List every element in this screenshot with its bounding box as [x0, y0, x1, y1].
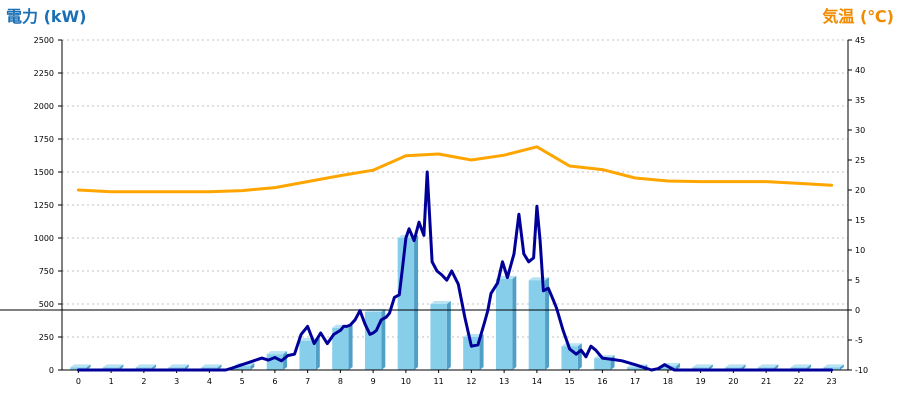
bar-side	[315, 337, 320, 370]
x-tick-label: 23	[827, 377, 837, 386]
x-tick-label: 14	[532, 377, 542, 386]
right-tick-label: 5	[855, 276, 860, 285]
right-tick-label: 15	[855, 216, 865, 225]
power-bar	[299, 337, 320, 370]
x-tick-label: 11	[434, 377, 444, 386]
right-tick-label: 45	[855, 36, 865, 45]
x-tick-label: 1	[109, 377, 114, 386]
bar-side	[250, 363, 255, 370]
bar-face	[495, 278, 513, 370]
left-tick-label: 1750	[34, 135, 54, 144]
x-tick-label: 17	[630, 377, 640, 386]
right-tick-label: 30	[855, 126, 865, 135]
bar-face	[594, 358, 611, 370]
right-tick-label: 35	[855, 96, 865, 105]
left-tick-label: 500	[39, 300, 54, 309]
grid-lines	[62, 39, 848, 338]
left-tick-label: 750	[39, 267, 54, 276]
x-tick-label: 15	[565, 377, 575, 386]
right-tick-label: -5	[855, 336, 863, 345]
x-tick-label: 10	[401, 377, 411, 386]
bar-face	[528, 280, 546, 370]
x-tick-label: 2	[141, 377, 146, 386]
bar-face	[430, 304, 447, 370]
bar-side	[545, 277, 550, 370]
left-axis-title: 電力 (kW)	[6, 7, 87, 26]
right-tick-label: -10	[855, 366, 868, 375]
bar-side	[414, 235, 419, 370]
x-tick-label: 6	[272, 377, 277, 386]
bar-side	[577, 343, 582, 370]
left-tick-label: 2000	[34, 102, 54, 111]
x-tick-label: 16	[597, 377, 607, 386]
x-tick-label: 12	[466, 377, 476, 386]
bar-face	[364, 311, 382, 370]
bar-top	[725, 364, 746, 368]
x-tick-label: 21	[761, 377, 771, 386]
bar-side	[479, 334, 484, 370]
left-tick-label: 250	[39, 333, 54, 342]
right-tick-label: 40	[855, 66, 865, 75]
x-tick-label: 3	[174, 377, 179, 386]
bar-side	[676, 363, 681, 370]
right-tick-label: 0	[855, 306, 860, 315]
power-bar	[561, 343, 582, 370]
bar-face	[299, 340, 316, 370]
bar-top	[70, 364, 91, 368]
bar-top	[102, 364, 124, 368]
bar-top	[692, 364, 713, 368]
bar-top	[135, 364, 157, 368]
x-tick-label: 22	[794, 377, 804, 386]
bar-top	[266, 351, 288, 355]
temperature-line	[76, 145, 834, 194]
x-tick-label: 8	[338, 377, 343, 386]
x-tick-label: 7	[305, 377, 310, 386]
right-tick-label: 25	[855, 156, 865, 165]
x-tick-label: 0	[76, 377, 81, 386]
right-axis-title: 気温 (℃)	[822, 7, 894, 26]
right-tick-label: 20	[855, 186, 865, 195]
series-lines	[76, 145, 834, 372]
bar-face	[397, 238, 415, 370]
bar-side	[348, 324, 353, 370]
power-bar	[495, 275, 517, 370]
bar-top	[823, 364, 844, 368]
right-tick-label: 10	[855, 246, 865, 255]
bar-top	[430, 301, 451, 304]
left-tick-label: 1000	[34, 234, 54, 243]
bar-top	[201, 364, 222, 368]
left-tick-label: 0	[49, 366, 54, 375]
left-tick-label: 2250	[34, 69, 54, 78]
x-tick-label: 5	[240, 377, 245, 386]
x-tick-label: 19	[696, 377, 706, 386]
power-bar	[528, 277, 550, 370]
left-tick-label: 2500	[34, 36, 54, 45]
bar-top	[168, 364, 189, 368]
bar-side	[446, 301, 451, 370]
bar-face	[332, 327, 349, 370]
power-line	[76, 170, 834, 372]
bar-side	[381, 308, 386, 370]
x-tick-label: 4	[207, 377, 212, 386]
x-tick-label: 13	[499, 377, 509, 386]
left-tick-label: 1500	[34, 168, 54, 177]
bar-top	[790, 364, 812, 368]
x-tick-label: 20	[728, 377, 738, 386]
bar-face	[233, 366, 251, 370]
bar-side	[839, 364, 844, 370]
power-bar	[332, 324, 353, 370]
power-bars	[70, 235, 844, 370]
bar-top	[757, 364, 779, 368]
tick-labels: 02505007501000125015001750200022502500-1…	[34, 36, 868, 386]
bar-face	[626, 367, 644, 370]
power-bar	[430, 301, 451, 370]
left-tick-label: 1250	[34, 201, 54, 210]
power-bar	[397, 235, 419, 370]
bar-side	[512, 275, 517, 370]
x-tick-label: 9	[371, 377, 376, 386]
x-tick-label: 18	[663, 377, 673, 386]
